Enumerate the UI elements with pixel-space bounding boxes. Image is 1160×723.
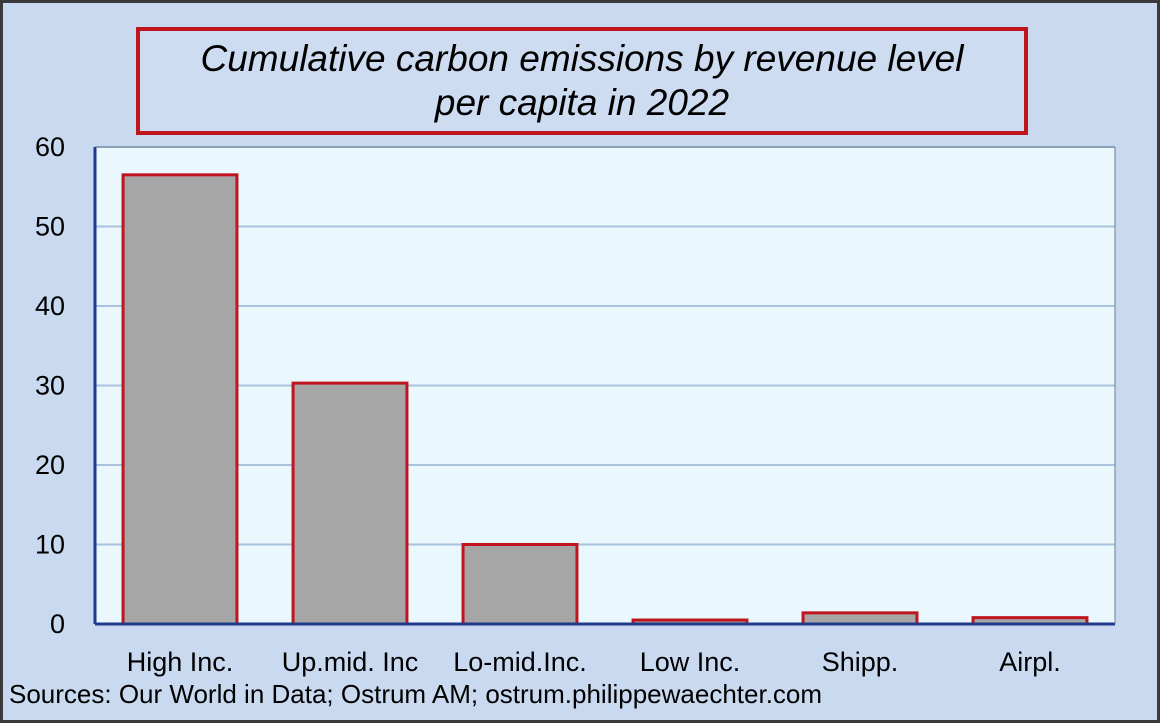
x-tick-label: Shipp. — [822, 647, 899, 677]
bars — [121, 173, 1089, 626]
bar-0 — [121, 173, 239, 626]
x-tick-labels: High Inc. Up.mid. Inc Lo-mid.Inc. Low Inc. S… — [127, 647, 1061, 677]
y-tick-label: 60 — [35, 132, 65, 162]
y-tick-label: 30 — [35, 371, 65, 401]
y-tick-label: 40 — [35, 291, 65, 321]
bar-2 — [461, 543, 579, 626]
bar-4 — [801, 611, 919, 626]
y-tick-label: 0 — [50, 609, 65, 639]
x-tick-label: Low Inc. — [640, 647, 741, 677]
chart-title-box: Cumulative carbon emissions by revenue l… — [136, 27, 1028, 135]
x-tick-label: High Inc. — [127, 647, 234, 677]
y-tick-label: 50 — [35, 212, 65, 242]
source-note: Sources: Our World in Data; Ostrum AM; o… — [9, 679, 823, 709]
bar-chart: 0 10 20 30 40 50 60 High Inc. Up.mid. Inc Lo-mid… — [35, 132, 1116, 677]
x-tick-label: Airpl. — [999, 647, 1061, 677]
bar-1 — [291, 381, 409, 626]
y-tick-label: 10 — [35, 530, 65, 560]
y-tick-labels: 0 10 20 30 40 50 60 — [35, 132, 65, 639]
x-tick-label: Lo-mid.Inc. — [453, 647, 587, 677]
axes — [93, 146, 1116, 626]
chart-title-line-2: per capita in 2022 — [434, 82, 730, 123]
y-tick-label: 20 — [35, 450, 65, 480]
x-tick-label: Up.mid. Inc — [282, 647, 419, 677]
chart-title-line-1: Cumulative carbon emissions by revenue l… — [200, 38, 964, 79]
